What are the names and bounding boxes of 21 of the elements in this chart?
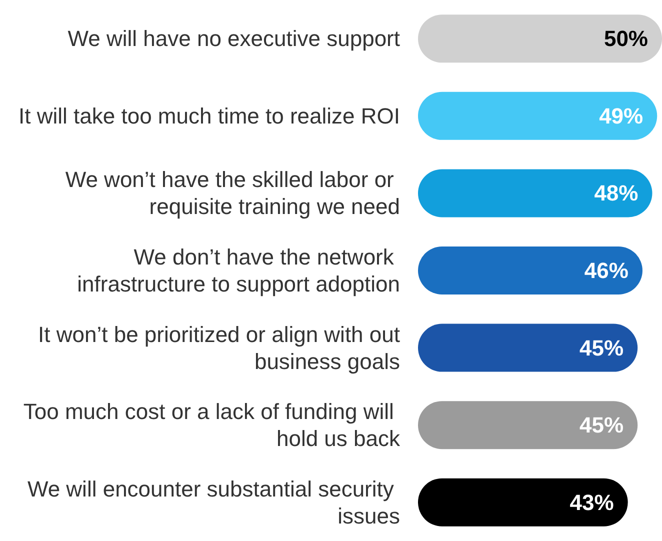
y-tick-label: We don’t have the network infrastructure to support adoption — [77, 244, 400, 296]
data-label: 46% — [584, 258, 628, 283]
data-label: 48% — [594, 180, 638, 206]
bar — [418, 246, 642, 294]
bar — [418, 169, 652, 218]
bar — [418, 401, 638, 450]
y-tick-label: Too much cost or a lack of funding will hold us back — [23, 399, 401, 452]
y-tick-label: It won’t be prioritized or align with out business goals — [38, 322, 400, 374]
data-label: 45% — [580, 412, 624, 438]
y-tick-label: We will encounter substantial security issues — [27, 476, 400, 528]
bar — [418, 324, 638, 372]
y-tick-label: It will take too much time to realize ROI — [18, 103, 400, 128]
y-tick-label: We won’t have the skilled labor or requisite training we need — [65, 167, 400, 220]
data-label: 49% — [599, 103, 644, 128]
bar — [418, 92, 658, 140]
data-label: 43% — [570, 490, 614, 515]
data-label: 45% — [580, 335, 624, 360]
bar — [418, 478, 628, 526]
bar — [418, 14, 662, 63]
y-tick-label: We will have no executive support — [68, 26, 400, 52]
data-label: 50% — [604, 26, 648, 52]
